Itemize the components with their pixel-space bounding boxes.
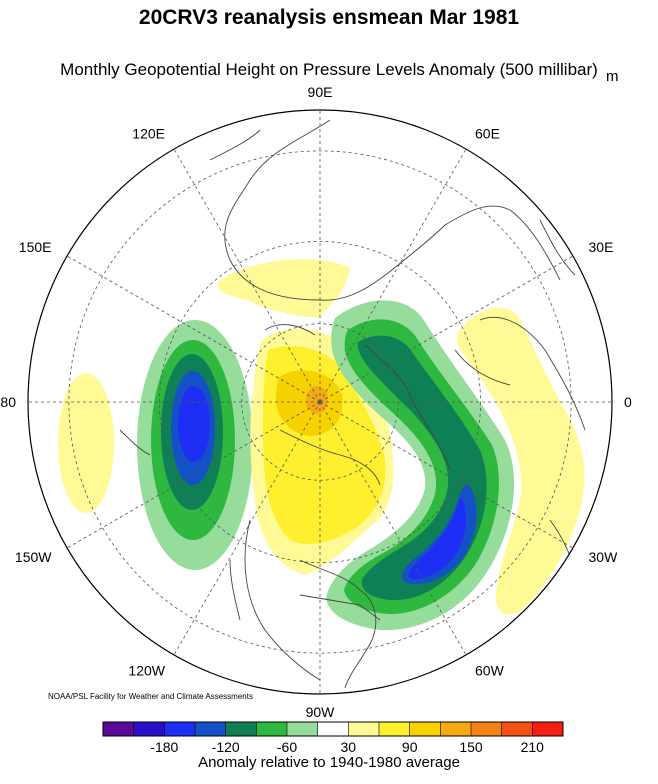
anomaly-negative-pacific bbox=[137, 320, 253, 570]
colorbar-swatch bbox=[501, 722, 533, 736]
colorbar: -180 -120 -60 30 90 150 210 bbox=[102, 721, 564, 755]
lon-label: 150E bbox=[19, 239, 52, 255]
colorbar-swatch bbox=[225, 722, 257, 736]
anomaly-field bbox=[58, 259, 585, 631]
lon-label: 30W bbox=[589, 549, 619, 565]
lon-label: 0 bbox=[624, 394, 632, 410]
parallel-circle bbox=[158, 240, 482, 564]
colorbar-swatch bbox=[409, 722, 441, 736]
graticule bbox=[28, 110, 612, 694]
page-title: 20CRV3 reanalysis ensmean Mar 1981 bbox=[138, 6, 520, 29]
colorbar-swatch bbox=[195, 722, 226, 736]
colorbar-tick-label: 150 bbox=[459, 739, 483, 755]
unit-label: m bbox=[606, 68, 619, 85]
lon-label: 60E bbox=[475, 126, 500, 142]
meridian-line bbox=[319, 401, 574, 549]
colorbar-border bbox=[102, 721, 564, 737]
colorbar-swatch bbox=[256, 722, 288, 736]
meridian-line bbox=[66, 401, 321, 549]
longitude-labels: 90E 60E 30E 0 30W 60W 90W 120W 150W 180 150E 120E bbox=[0, 84, 632, 720]
lon-label: 90W bbox=[306, 704, 336, 720]
colorbar-swatch bbox=[532, 722, 564, 736]
colorbar-swatch bbox=[103, 722, 134, 736]
colorbar-tick-label: 90 bbox=[402, 739, 418, 755]
parallel-circle bbox=[68, 150, 572, 654]
colorbar-tick-label: 30 bbox=[341, 739, 357, 755]
credit-text: NOAA/PSL Facility for Weather and Climat… bbox=[48, 692, 253, 701]
colorbar-swatch bbox=[317, 722, 349, 736]
colorbar-title: Anomaly relative to 1940-1980 average bbox=[198, 754, 460, 771]
anomaly-positive-siberia bbox=[217, 259, 350, 318]
colorbar-swatch bbox=[164, 722, 196, 736]
colorbar-tick-label: -60 bbox=[277, 739, 297, 755]
meridian-line bbox=[66, 255, 321, 403]
coastlines bbox=[119, 119, 586, 689]
anomaly-negative-atlantic bbox=[326, 300, 515, 631]
meridian-line bbox=[319, 255, 574, 403]
colorbar-swatch bbox=[348, 722, 380, 736]
lon-label: 30E bbox=[589, 239, 614, 255]
colorbar-swatch bbox=[440, 722, 472, 736]
colorbar-tick-label: -180 bbox=[150, 739, 178, 755]
lon-label: 180 bbox=[0, 394, 16, 410]
colorbar-tick-label: 210 bbox=[521, 739, 545, 755]
page-subtitle: Monthly Geopotential Height on Pressure … bbox=[60, 60, 598, 79]
map-border bbox=[27, 109, 613, 695]
lon-label: 120W bbox=[128, 663, 165, 679]
lon-label: 60W bbox=[475, 663, 505, 679]
anomaly-positive-dateline bbox=[58, 373, 114, 513]
lon-label: 90E bbox=[308, 84, 333, 100]
meridian-line bbox=[319, 148, 467, 403]
meridian-line bbox=[319, 401, 467, 656]
lon-label: 150W bbox=[15, 549, 52, 565]
lon-label: 120E bbox=[132, 126, 165, 142]
colorbar-tick-label: -120 bbox=[212, 739, 240, 755]
parallel-circle bbox=[241, 323, 399, 481]
colorbar-swatch bbox=[379, 722, 410, 736]
colorbar-swatch bbox=[471, 722, 502, 736]
meridian-line bbox=[173, 148, 321, 403]
meridian-line bbox=[173, 401, 321, 656]
anomaly-positive-europe bbox=[456, 307, 585, 615]
colorbar-swatch bbox=[287, 722, 318, 736]
colorbar-swatch bbox=[133, 722, 165, 736]
